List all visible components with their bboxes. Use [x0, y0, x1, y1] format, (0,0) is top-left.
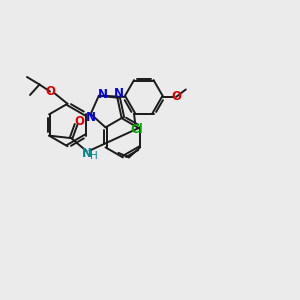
- Text: N: N: [114, 87, 124, 100]
- Text: N: N: [86, 112, 96, 124]
- Text: O: O: [45, 85, 55, 98]
- Text: N: N: [98, 88, 108, 101]
- Text: O: O: [171, 90, 181, 103]
- Text: Cl: Cl: [130, 123, 143, 136]
- Text: N: N: [82, 147, 92, 160]
- Text: O: O: [75, 115, 85, 128]
- Text: H: H: [90, 151, 98, 160]
